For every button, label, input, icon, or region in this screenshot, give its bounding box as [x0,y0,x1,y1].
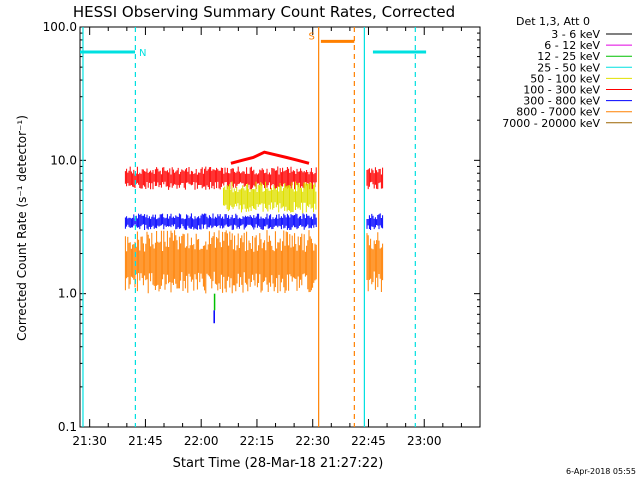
legend-label: 12 - 25 keV [537,50,600,63]
flag-label: N [139,48,146,59]
x-tick-label: 22:15 [240,434,275,448]
x-tick-label: 23:00 [407,434,442,448]
legend-label: 25 - 50 keV [537,61,600,74]
legend-label: 6 - 12 keV [544,39,600,52]
plot-frame [79,26,481,428]
legend-label: 3 - 6 keV [551,28,600,41]
y-tick-label: 10.0 [50,153,77,167]
series-band-800-7000-kev [366,232,384,292]
series-band-300-800-kev [366,213,384,230]
series-peak-line [230,150,310,165]
plot-area: 100.0 10.0 1.0 0.121:30 21:45 22:00 22:15 22:30… [43,20,481,448]
x-tick-label: 22:00 [184,434,219,448]
legend-header: Det 1,3, Att 0 [516,15,590,28]
legend-label: 300 - 800 keV [523,95,600,108]
legend-label: 100 - 300 keV [523,84,600,97]
x-tick-label: 21:30 [72,434,107,448]
footer-timestamp: 6-Apr-2018 05:55 [566,467,636,476]
series-band-100-300-kev [366,167,384,190]
series-band-800-7000-kev [124,230,317,294]
series-band-100-300-kev [124,166,317,190]
y-tick-label: 0.1 [58,420,77,434]
legend-label: 50 - 100 keV [530,72,600,85]
chart-title: HESSI Observing Summary Count Rates, Cor… [73,3,455,21]
flag-label: S [309,31,315,42]
x-tick-label: 21:45 [128,434,163,448]
y-axis-label: Corrected Count Rate (s⁻¹ detector⁻¹) [15,115,29,341]
x-tick-label: 22:45 [351,434,386,448]
legend-label: 800 - 7000 keV [516,106,600,119]
y-tick-label: 100.0 [43,20,77,34]
x-axis-label: Start Time (28-Mar-18 21:27:22) [173,456,384,471]
series-band-50-100-kev [223,181,317,214]
series-band-300-800-kev [124,213,317,230]
x-tick-label: 22:30 [295,434,330,448]
y-tick-label: 1.0 [58,287,77,301]
legend-label: 7000 - 20000 keV [502,117,600,130]
